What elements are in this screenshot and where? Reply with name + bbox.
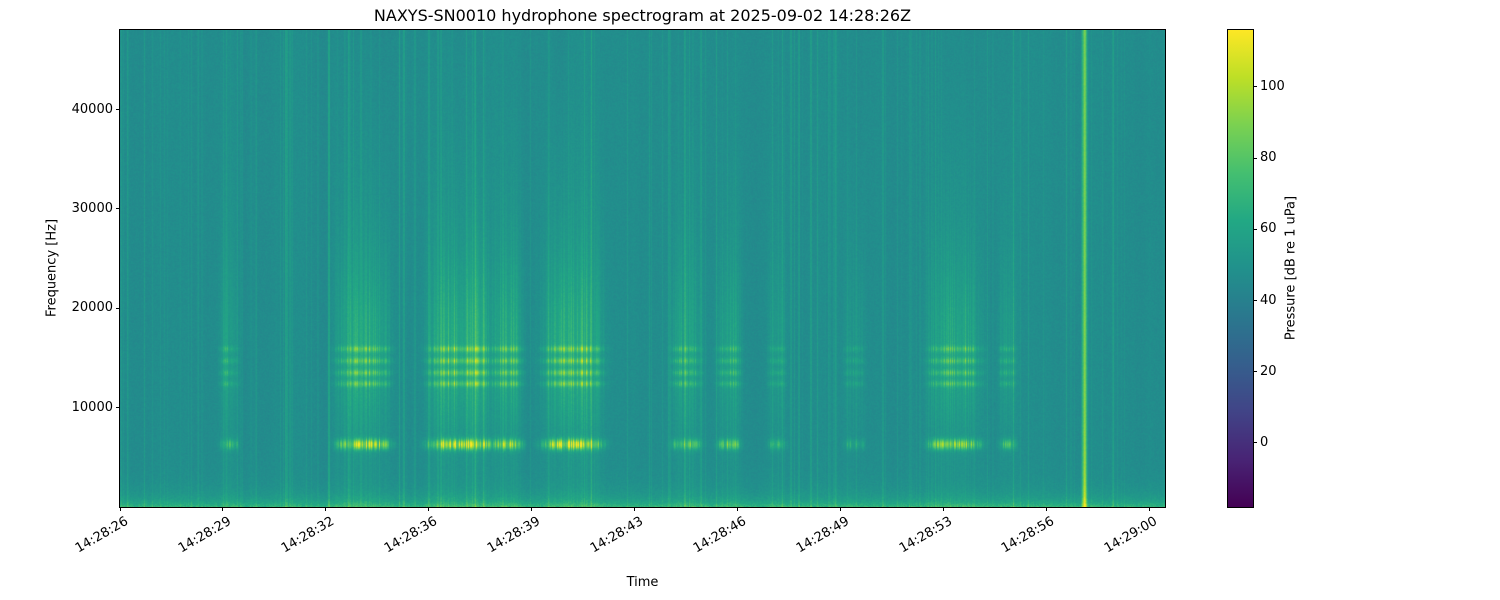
y-tick-label: 10000 [71, 399, 113, 415]
x-tick-label: 14:29:00 [1102, 514, 1161, 557]
x-tick-label: 14:28:39 [484, 514, 543, 557]
x-tick-mark [943, 507, 945, 511]
spectrogram-canvas [120, 30, 1165, 507]
colorbar-tick-label: 40 [1260, 292, 1277, 308]
x-tick-label: 14:28:56 [999, 514, 1058, 557]
x-tick-label: 14:28:32 [278, 514, 337, 557]
x-tick-label: 14:28:49 [793, 514, 852, 557]
colorbar-tick-label: 100 [1260, 78, 1285, 94]
y-tick-mark [116, 109, 120, 110]
colorbar-label: Pressure [dB re 1 uPa] [1283, 195, 1299, 341]
colorbar-tick-mark [1253, 442, 1257, 444]
colorbar-tick-mark [1253, 371, 1257, 373]
colorbar-tick-mark [1253, 157, 1257, 159]
colorbar-tick-mark [1253, 86, 1257, 88]
x-tick-mark [531, 507, 533, 511]
x-tick-label: 14:28:26 [72, 514, 131, 557]
y-tick-mark [116, 307, 120, 309]
x-tick-mark [1149, 507, 1151, 511]
colorbar-tick-label: 0 [1260, 434, 1269, 450]
plot-area [119, 29, 1166, 508]
x-axis-label: Time [626, 575, 659, 590]
x-tick-mark [222, 507, 224, 511]
x-tick-mark [325, 507, 327, 511]
x-tick-label: 14:28:53 [896, 514, 955, 557]
colorbar-gradient [1227, 29, 1254, 508]
x-tick-label: 14:28:29 [175, 514, 234, 557]
colorbar-tick-mark [1253, 228, 1257, 230]
colorbar-tick-label: 20 [1260, 363, 1277, 379]
chart-title: NAXYS-SN0010 hydrophone spectrogram at 2… [373, 6, 912, 25]
x-tick-mark [634, 507, 636, 511]
x-tick-label: 14:28:46 [690, 514, 749, 557]
x-tick-mark [428, 507, 430, 511]
colorbar-tick-label: 80 [1260, 150, 1277, 166]
y-axis-label: Frequency [Hz] [44, 218, 60, 318]
y-tick-mark [116, 208, 120, 210]
colorbar-tick-label: 60 [1260, 221, 1277, 237]
x-tick-label: 14:28:36 [381, 514, 440, 557]
x-tick-mark [737, 507, 739, 511]
x-tick-label: 14:28:43 [587, 514, 646, 557]
y-tick-label: 30000 [71, 200, 113, 216]
y-tick-label: 20000 [71, 300, 113, 316]
x-tick-mark [1046, 507, 1048, 511]
x-tick-mark [840, 507, 842, 511]
colorbar-tick-mark [1253, 300, 1257, 302]
x-tick-mark [119, 507, 121, 511]
y-tick-label: 40000 [71, 101, 113, 117]
y-tick-mark [116, 407, 120, 409]
